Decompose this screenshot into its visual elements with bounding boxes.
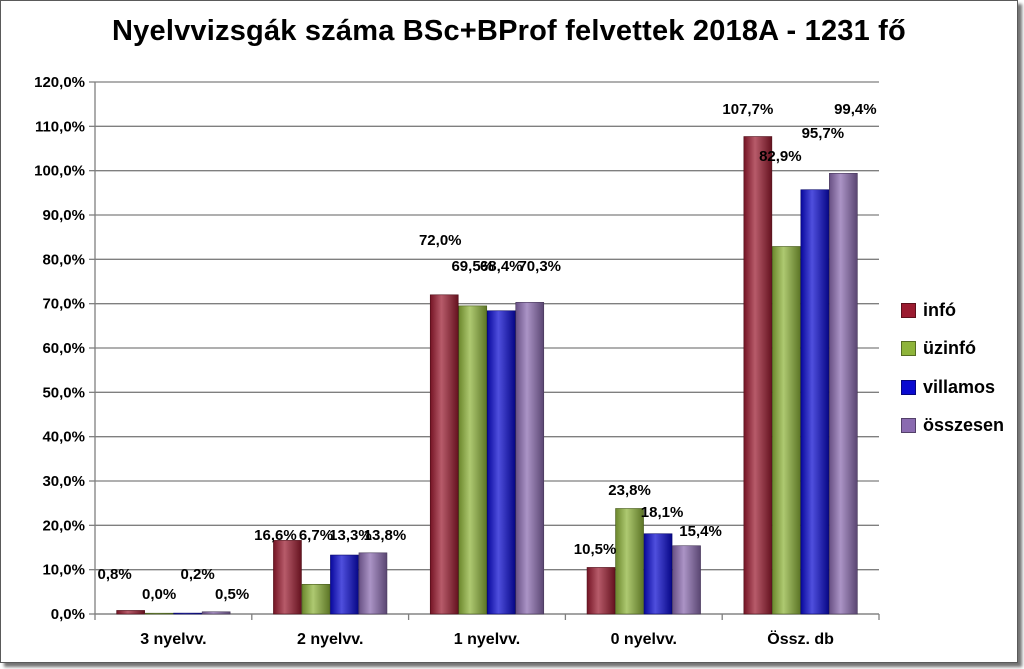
legend-item: infó (901, 291, 1004, 330)
y-tick-label: 40,0% (42, 429, 85, 446)
data-label-infó: 72,0% (419, 232, 462, 249)
legend-label: összesen (923, 415, 1005, 436)
data-label-összesen: 99,4% (834, 101, 877, 118)
y-tick-label: 20,0% (42, 517, 85, 534)
x-category-label: 1 nyelvv. (454, 631, 520, 648)
chart-title: Nyelvvizsgák száma BSc+BProf felvettek 2… (112, 15, 906, 47)
data-label-üzinfó: 6,7% (299, 527, 333, 544)
bar-összesen-4 (829, 173, 858, 615)
data-label-infó: 10,5% (574, 541, 617, 558)
y-tick-label: 90,0% (42, 207, 85, 224)
bar-villamos-0 (173, 612, 202, 615)
legend-item: üzinfó (901, 330, 1004, 369)
bar-villamos-2 (486, 310, 516, 615)
x-category-label: 3 nyelvv. (140, 631, 206, 648)
legend-swatch (901, 379, 916, 395)
data-label-villamos: 0,2% (181, 566, 215, 583)
bar-üzinfó-2 (458, 305, 488, 615)
y-tick-label: 100,0% (34, 163, 85, 180)
bar-infó-3 (586, 567, 616, 615)
data-label-üzinfó: 82,9% (759, 148, 802, 165)
legend-item: összesen (901, 407, 1004, 446)
data-label-villamos: 13,3% (329, 527, 372, 544)
bar-összesen-2 (515, 302, 545, 615)
legend-swatch (901, 418, 916, 434)
y-tick-label: 10,0% (42, 562, 85, 579)
bar-villamos-4 (800, 189, 830, 615)
x-category-label: Össz. db (767, 629, 834, 648)
y-tick-label: 80,0% (42, 251, 85, 268)
data-label-üzinfó: 69,5% (451, 258, 494, 275)
bar-infó-0 (116, 610, 145, 615)
data-label-infó: 107,7% (722, 101, 773, 118)
y-tick-label: 70,0% (42, 296, 85, 313)
bar-infó-2 (429, 294, 459, 615)
legend-label: villamos (923, 376, 996, 397)
bar-infó-1 (273, 540, 302, 615)
bar-villamos-3 (643, 533, 673, 615)
y-tick-label: 110,0% (35, 118, 85, 135)
bar-villamos-1 (330, 554, 359, 615)
data-label-összesen: 0,5% (215, 586, 249, 603)
data-label-villamos: 95,7% (802, 125, 845, 142)
y-tick-label: 30,0% (42, 473, 85, 490)
legend-swatch (901, 302, 916, 318)
y-tick-label: 60,0% (42, 340, 85, 357)
legend-swatch (901, 341, 916, 357)
legend-label: infó (923, 299, 956, 320)
data-label-összesen: 15,4% (679, 523, 722, 540)
data-label-villamos: 18,1% (641, 504, 684, 521)
legend: infó üzinfó villamos összesen (901, 291, 1004, 445)
y-tick-label: 50,0% (42, 384, 85, 401)
bar-infó-4 (743, 136, 773, 615)
bar-üzinfó-4 (772, 246, 801, 615)
data-label-üzinfó: 0,0% (142, 586, 176, 603)
x-category-label: 0 nyelvv. (611, 631, 677, 648)
data-label-összesen: 70,3% (518, 258, 561, 275)
bar-összesen-1 (358, 552, 388, 615)
data-label-villamos: 68,4% (480, 258, 523, 275)
legend-label: üzinfó (923, 338, 976, 359)
y-tick-label: 0,0% (51, 606, 85, 623)
bar-üzinfó-1 (301, 583, 331, 615)
bar-összesen-0 (201, 611, 231, 615)
bar-összesen-3 (672, 545, 701, 615)
data-label-összesen: 13,8% (364, 527, 407, 544)
bar-üzinfó-0 (144, 612, 174, 615)
bar-üzinfó-3 (615, 508, 644, 615)
legend-item: villamos (901, 368, 1004, 407)
data-label-infó: 0,8% (98, 566, 132, 583)
data-label-infó: 16,6% (254, 527, 297, 544)
y-tick-label: 120,0% (34, 74, 85, 91)
data-label-üzinfó: 23,8% (608, 482, 651, 499)
x-category-label: 2 nyelvv. (297, 631, 363, 648)
